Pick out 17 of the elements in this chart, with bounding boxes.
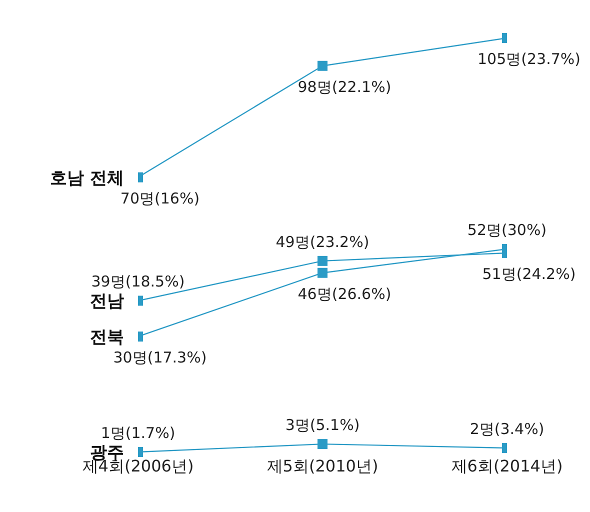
series-label: 전남 [90, 292, 124, 312]
data-label: 30명(17.3%) [113, 348, 207, 367]
data-label: 105명(23.7%) [478, 50, 580, 68]
data-label: 51명(24.2%) [482, 264, 576, 283]
x-tick-label: 제5회(2010년) [266, 456, 378, 476]
series-label: 호남 전체 [50, 168, 124, 188]
data-label: 1명(1.7%) [100, 424, 176, 442]
data-label: 52명(30%) [467, 220, 547, 239]
series-label: 전북 [90, 328, 124, 348]
data-label: 3명(5.1%) [285, 416, 360, 434]
data-label: 39명(18.5%) [91, 272, 185, 291]
data-label: 70명(16%) [120, 189, 200, 208]
x-tick-label: 제6회(2014년) [451, 456, 563, 476]
data-label: 98명(22.1%) [298, 78, 392, 96]
data-label: 46명(26.6%) [298, 284, 392, 303]
data-label: 49명(23.2%) [276, 232, 370, 251]
data-label: 2명(3.4%) [470, 420, 544, 438]
